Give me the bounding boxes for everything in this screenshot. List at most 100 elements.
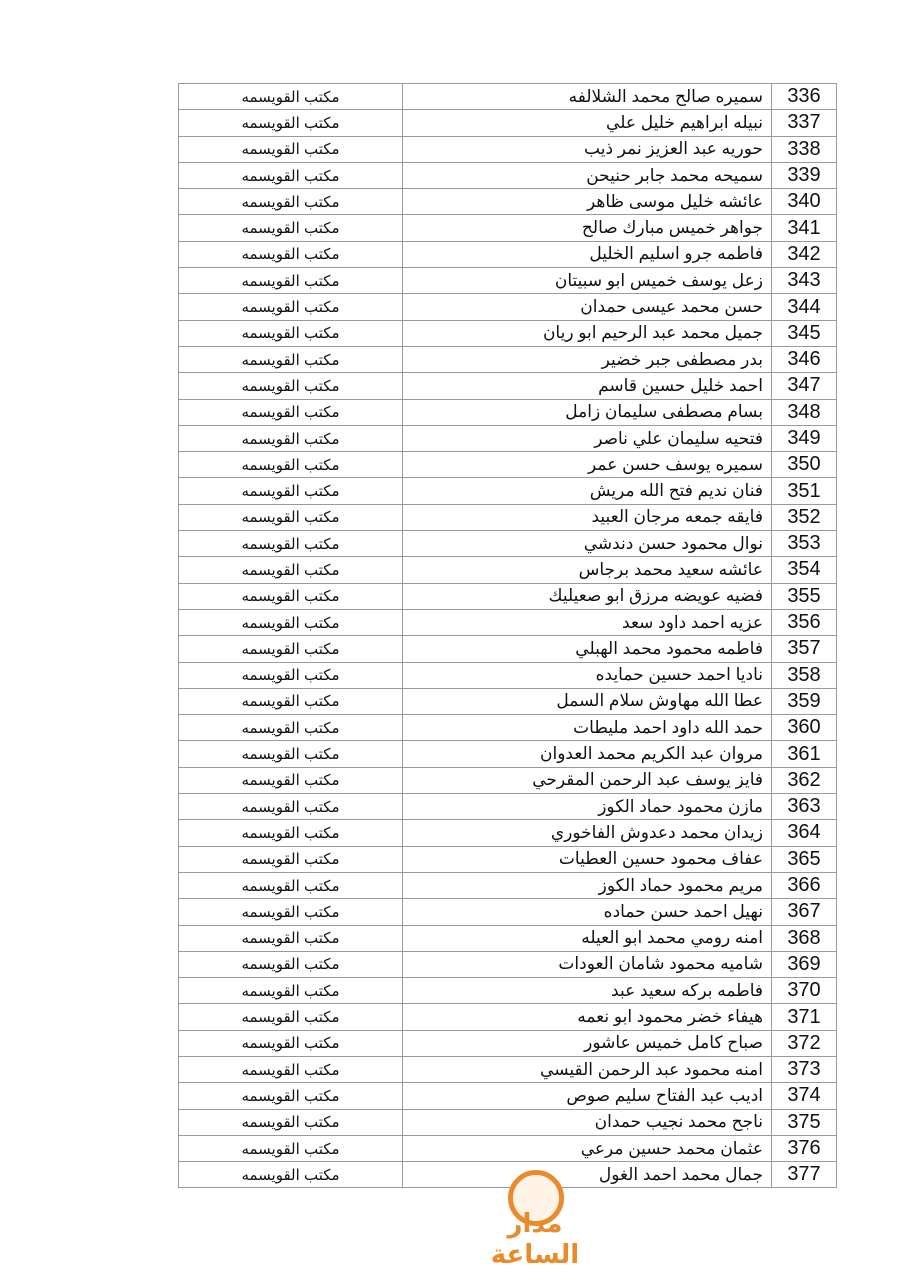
table-row: مكتب القويسمه فاطمه جرو اسليم الخليل 342 [178, 240, 837, 269]
table-row: مكتب القويسمه احمد خليل حسين قاسم 347 [178, 372, 837, 400]
office-cell: مكتب القويسمه [178, 1003, 403, 1031]
name-cell: فنان نديم فتح الله مريش [402, 477, 772, 505]
name-cell: فايز يوسف عبد الرحمن المقرحي [402, 766, 772, 795]
name-cell: عثمان محمد حسين مرعي [402, 1134, 772, 1163]
number-cell: 355 [771, 582, 837, 610]
office-cell: مكتب القويسمه [178, 1055, 403, 1084]
name-cell: فاطمه محمود محمد الهبلي [402, 635, 772, 663]
office-cell: مكتب القويسمه [178, 345, 403, 374]
clock-icon [508, 1170, 564, 1226]
number-cell: 352 [771, 503, 837, 532]
table-row: مكتب القويسمه نبيله ابراهيم خليل علي 337 [178, 109, 837, 137]
table-row: مكتب القويسمه اديب عبد الفتاح سليم صوص 374 [178, 1082, 837, 1110]
number-cell: 337 [771, 109, 837, 137]
table-row: مكتب القويسمه حمد الله داود احمد مليطات 36… [178, 714, 837, 742]
office-cell: مكتب القويسمه [178, 372, 403, 400]
office-cell: مكتب القويسمه [178, 135, 403, 163]
name-cell: جمال محمد احمد الغول [402, 1161, 772, 1189]
number-cell: 361 [771, 740, 837, 768]
number-cell: 363 [771, 793, 837, 821]
table-row: مكتب القويسمه سميره يوسف حسن عمر 350 [178, 451, 837, 479]
office-cell: مكتب القويسمه [178, 1108, 403, 1136]
number-cell: 356 [771, 608, 837, 637]
office-cell: مكتب القويسمه [178, 1134, 403, 1163]
number-cell: 365 [771, 845, 837, 873]
number-cell: 349 [771, 424, 837, 453]
office-cell: مكتب القويسمه [178, 319, 403, 347]
table-row: مكتب القويسمه زعل يوسف خميس ابو سبيتان 343 [178, 267, 837, 295]
table-row: مكتب القويسمه فايز يوسف عبد الرحمن المقرح… [178, 766, 837, 795]
office-cell: مكتب القويسمه [178, 714, 403, 742]
table-row: مكتب القويسمه ناديا احمد حسين حمايده 358 [178, 661, 837, 689]
office-cell: مكتب القويسمه [178, 845, 403, 873]
office-cell: مكتب القويسمه [178, 188, 403, 216]
name-cell: مريم محمود حماد الكوز [402, 871, 772, 900]
table-row: مكتب القويسمه بدر مصطفى جبر خضير 346 [178, 345, 837, 374]
name-cell: حوريه عبد العزيز نمر ذيب [402, 135, 772, 163]
name-cell: بدر مصطفى جبر خضير [402, 345, 772, 374]
office-cell: مكتب القويسمه [178, 530, 403, 558]
office-cell: مكتب القويسمه [178, 819, 403, 847]
number-cell: 350 [771, 451, 837, 479]
table-row: مكتب القويسمه عفاف محمود حسين العطيات 365 [178, 845, 837, 873]
name-cell: جميل محمد عبد الرحيم ابو ريان [402, 319, 772, 347]
office-cell: مكتب القويسمه [178, 582, 403, 610]
number-cell: 343 [771, 267, 837, 295]
office-cell: مكتب القويسمه [178, 766, 403, 795]
office-cell: مكتب القويسمه [178, 556, 403, 584]
name-cell: عزيه احمد داود سعد [402, 608, 772, 637]
table-row: مكتب القويسمه هيفاء خضر محمود ابو نعمه 371 [178, 1003, 837, 1031]
number-cell: 354 [771, 556, 837, 584]
number-cell: 374 [771, 1082, 837, 1110]
name-cell: سميره صالح محمد الشلالفه [402, 82, 772, 111]
office-cell: مكتب القويسمه [178, 451, 403, 479]
office-cell: مكتب القويسمه [178, 503, 403, 532]
number-cell: 368 [771, 924, 837, 952]
table-row: مكتب القويسمه جواهر خميس مبارك صالح 341 [178, 214, 837, 242]
office-cell: مكتب القويسمه [178, 293, 403, 321]
table-row: مكتب القويسمه ناجح محمد نجيب حمدان 375 [178, 1108, 837, 1136]
office-cell: مكتب القويسمه [178, 871, 403, 900]
name-cell: جواهر خميس مبارك صالح [402, 214, 772, 242]
table-row: مكتب القويسمه جمال محمد احمد الغول 377 [178, 1161, 837, 1189]
office-cell: مكتب القويسمه [178, 950, 403, 979]
number-cell: 348 [771, 398, 837, 426]
name-cell: مازن محمود حماد الكوز [402, 793, 772, 821]
office-cell: مكتب القويسمه [178, 82, 403, 111]
number-cell: 336 [771, 82, 837, 111]
table-row: مكتب القويسمه بسام مصطفى سليمان زامل 348 [178, 398, 837, 426]
table-row: مكتب القويسمه مريم محمود حماد الكوز 366 [178, 871, 837, 900]
table-row: مكتب القويسمه حسن محمد عيسى حمدان 344 [178, 293, 837, 321]
number-cell: 340 [771, 188, 837, 216]
table-row: مكتب القويسمه جميل محمد عبد الرحيم ابو ري… [178, 319, 837, 347]
name-cell: فايقه جمعه مرجان العبيد [402, 503, 772, 532]
logo-text: مدار الساعة [490, 1208, 580, 1269]
number-cell: 341 [771, 214, 837, 242]
name-cell: فاطمه بركه سعيد عبد [402, 977, 772, 1005]
table-row: مكتب القويسمه عثمان محمد حسين مرعي 376 [178, 1134, 837, 1163]
name-cell: فاطمه جرو اسليم الخليل [402, 240, 772, 269]
number-cell: 351 [771, 477, 837, 505]
table-row: مكتب القويسمه سميحه محمد جابر حنيحن 339 [178, 161, 837, 190]
name-cell: نهيل احمد حسن حماده [402, 898, 772, 926]
number-cell: 358 [771, 661, 837, 689]
number-cell: 359 [771, 687, 837, 716]
number-cell: 367 [771, 898, 837, 926]
name-cell: سميره يوسف حسن عمر [402, 451, 772, 479]
name-cell: نوال محمود حسن دندشي [402, 530, 772, 558]
table-row: مكتب القويسمه سميره صالح محمد الشلالفه 336 [178, 82, 837, 111]
table-row: مكتب القويسمه امنه رومي محمد ابو العيله 36… [178, 924, 837, 952]
number-cell: 360 [771, 714, 837, 742]
office-cell: مكتب القويسمه [178, 898, 403, 926]
table-row: مكتب القويسمه عزيه احمد داود سعد 356 [178, 608, 837, 637]
name-cell: عطا الله مهاوش سلام السمل [402, 687, 772, 716]
office-cell: مكتب القويسمه [178, 635, 403, 663]
office-cell: مكتب القويسمه [178, 687, 403, 716]
name-cell: بسام مصطفى سليمان زامل [402, 398, 772, 426]
office-cell: مكتب القويسمه [178, 240, 403, 269]
table-row: مكتب القويسمه مازن محمود حماد الكوز 363 [178, 793, 837, 821]
number-cell: 369 [771, 950, 837, 979]
number-cell: 339 [771, 161, 837, 190]
name-cell: هيفاء خضر محمود ابو نعمه [402, 1003, 772, 1031]
office-cell: مكتب القويسمه [178, 109, 403, 137]
